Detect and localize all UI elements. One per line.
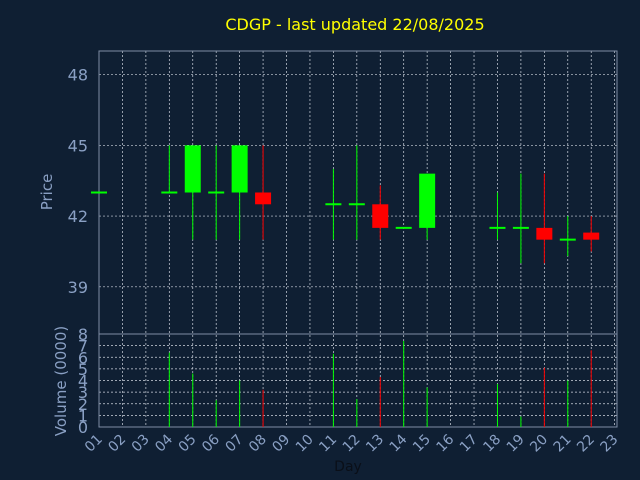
candle bbox=[419, 173, 436, 240]
day-tick-label: 04 bbox=[152, 431, 176, 455]
volume-tick-label: 6 bbox=[78, 348, 88, 367]
x-axis-label: Day bbox=[334, 459, 362, 475]
volume-tick-label: 1 bbox=[78, 406, 88, 425]
price-candles bbox=[91, 145, 600, 264]
day-tick-label: 23 bbox=[598, 432, 622, 456]
volume-tick-label: 3 bbox=[78, 383, 88, 402]
volume-bars bbox=[168, 340, 592, 427]
volume-tick-label: 0 bbox=[78, 418, 88, 437]
candle bbox=[325, 168, 342, 240]
chart-title: CDGP - last updated 22/08/2025 bbox=[225, 15, 484, 34]
day-tick-label: 15 bbox=[410, 432, 434, 456]
candle-body bbox=[536, 227, 553, 240]
candle bbox=[583, 216, 600, 252]
candle bbox=[489, 192, 506, 240]
day-tick-label: 21 bbox=[551, 432, 575, 456]
day-tick-label: 18 bbox=[480, 432, 504, 456]
volume-plot-area bbox=[98, 333, 618, 428]
day-tick-label: 06 bbox=[199, 431, 223, 455]
price-tick-labels: 39 42 45 48 bbox=[68, 66, 88, 297]
volume-tick-label: 5 bbox=[78, 360, 88, 379]
day-tick-label: 11 bbox=[316, 432, 340, 456]
volume-tick-label: 8 bbox=[78, 325, 88, 344]
volume-tick-label: 7 bbox=[78, 337, 88, 356]
day-tick-label: 17 bbox=[457, 432, 481, 456]
candle-body bbox=[255, 192, 272, 205]
day-tick-label: 13 bbox=[363, 432, 387, 456]
day-tick-label: 14 bbox=[387, 431, 411, 455]
day-tick-label: 02 bbox=[105, 432, 129, 456]
candle bbox=[161, 145, 178, 194]
candle bbox=[559, 216, 576, 257]
candle bbox=[348, 145, 365, 240]
day-tick-label: 20 bbox=[527, 432, 551, 456]
volume-gridlines bbox=[99, 345, 617, 416]
volume-axis-label: Volume (0000) bbox=[52, 326, 70, 436]
candle bbox=[255, 145, 272, 240]
candle-body bbox=[583, 232, 600, 240]
candle bbox=[231, 145, 248, 240]
candle-body bbox=[372, 204, 389, 228]
day-tick-labels: 01 02 03 04 05 06 07 08 09 10 11 12 13 14 15 16 17 18 19 20… bbox=[82, 431, 622, 455]
price-axis-label: Price bbox=[38, 174, 56, 211]
price-tick-label: 39 bbox=[68, 278, 88, 297]
day-tick-label: 03 bbox=[129, 432, 153, 456]
day-tick-label: 09 bbox=[269, 432, 293, 456]
day-tick-label: 10 bbox=[293, 432, 317, 456]
price-gridlines bbox=[99, 74, 617, 288]
price-tick-label: 48 bbox=[68, 66, 88, 85]
price-tick-label: 42 bbox=[68, 207, 88, 226]
volume-tick-label: 4 bbox=[78, 372, 88, 391]
volume-tick-label: 2 bbox=[78, 395, 88, 414]
day-tick-label: 05 bbox=[176, 432, 200, 456]
day-tick-label: 19 bbox=[504, 432, 528, 456]
candle bbox=[208, 145, 225, 240]
day-tick-label: 22 bbox=[574, 432, 598, 456]
candle bbox=[184, 145, 201, 240]
day-tick-label: 12 bbox=[340, 432, 364, 456]
candle bbox=[512, 173, 529, 264]
candle-body bbox=[184, 145, 201, 193]
candle-body bbox=[231, 145, 248, 193]
candle-body bbox=[419, 173, 436, 228]
candle bbox=[536, 173, 553, 264]
candle bbox=[372, 185, 389, 240]
day-tick-label: 08 bbox=[246, 432, 270, 456]
day-tick-label: 07 bbox=[223, 432, 247, 456]
day-tick-label: 16 bbox=[433, 431, 457, 455]
price-tick-label: 45 bbox=[68, 136, 88, 155]
